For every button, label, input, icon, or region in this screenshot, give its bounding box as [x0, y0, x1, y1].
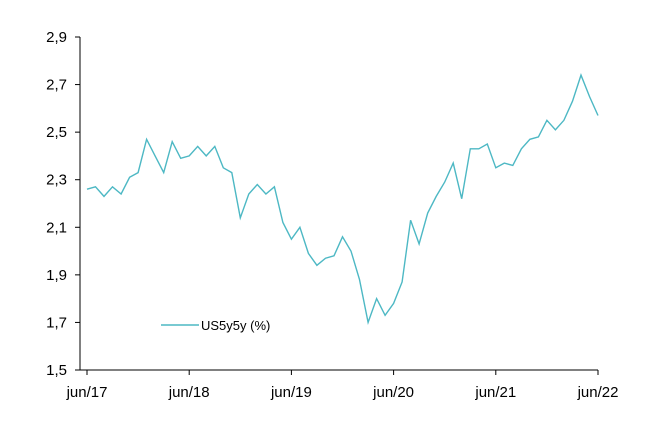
- legend: US5y5y (%): [161, 318, 270, 333]
- y-tick-label: 2,5: [46, 124, 67, 141]
- y-axis-ticks: 2,9 2,7 2,5 2,3 2,1 1,9 1,7 1,5: [46, 29, 80, 379]
- series-line-us5y5y: [86, 73, 599, 326]
- y-tick-label: 2,3: [46, 172, 67, 189]
- x-tick-label: jun/19: [270, 384, 312, 401]
- x-tick-label: jun/22: [577, 384, 619, 401]
- legend-label: US5y5y (%): [201, 318, 270, 333]
- y-tick-label: 2,1: [46, 219, 67, 236]
- x-axis-ticks: jun/17 jun/18 jun/19 jun/20 jun/21 jun/22: [66, 370, 619, 401]
- y-tick-label: 1,7: [46, 314, 67, 331]
- y-tick-label: 1,9: [46, 267, 67, 284]
- y-tick-label: 2,9: [46, 29, 67, 46]
- x-tick-label: jun/20: [372, 384, 414, 401]
- y-tick-label: 1,5: [46, 362, 67, 379]
- y-tick-label: 2,7: [46, 77, 67, 94]
- x-tick-label: jun/17: [66, 384, 108, 401]
- x-tick-label: jun/18: [168, 384, 210, 401]
- x-tick-label: jun/21: [474, 384, 516, 401]
